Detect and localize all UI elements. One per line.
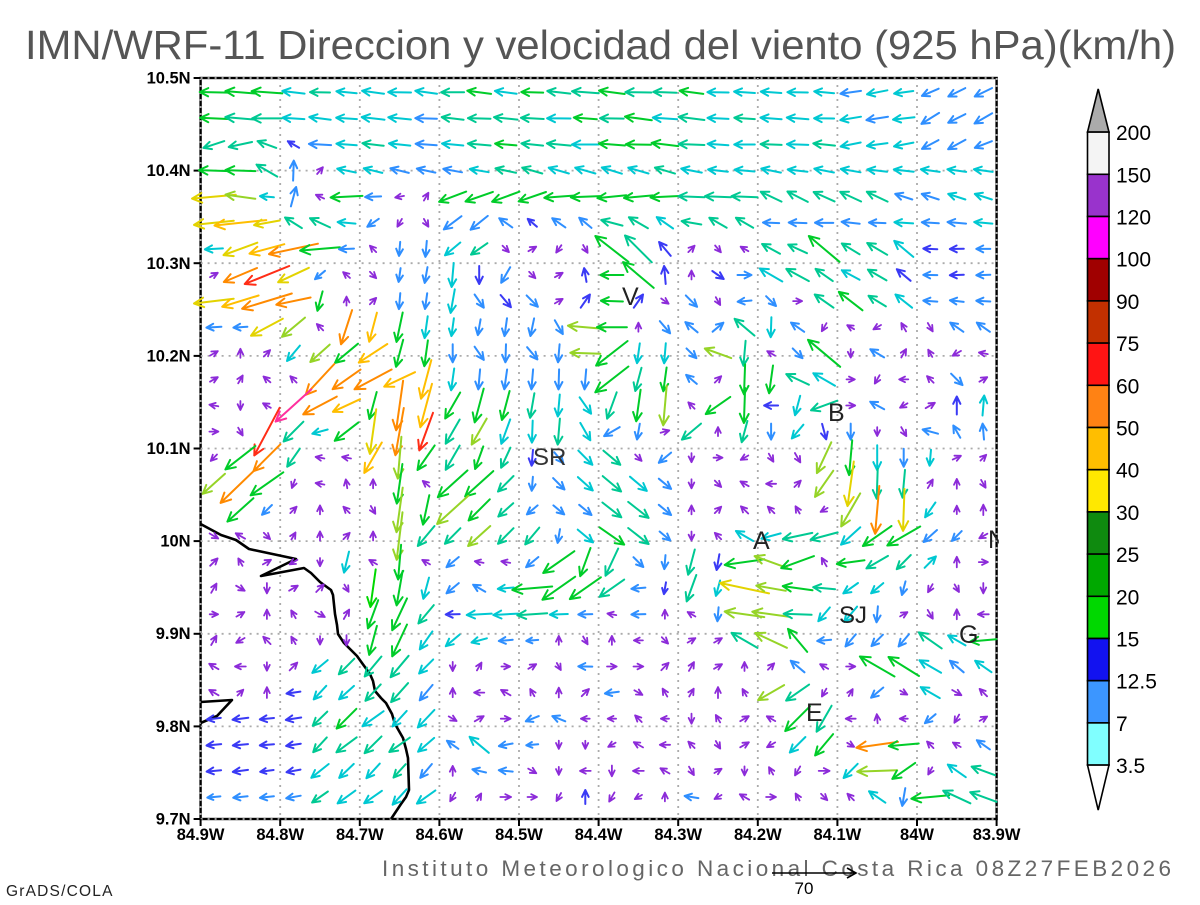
svg-text:B: B	[828, 399, 845, 427]
svg-text:84.2W: 84.2W	[734, 826, 782, 844]
svg-text:12.5: 12.5	[1116, 671, 1157, 694]
svg-text:9.7N: 9.7N	[156, 811, 191, 829]
svg-text:84.3W: 84.3W	[654, 826, 702, 844]
svg-text:10N: 10N	[160, 533, 190, 551]
svg-text:V: V	[622, 283, 639, 311]
svg-text:10.1N: 10.1N	[147, 440, 191, 458]
svg-text:IMN/WRF-11 Direccion y velocid: IMN/WRF-11 Direccion y velocidad del vie…	[25, 22, 1176, 68]
svg-text:90: 90	[1116, 291, 1139, 314]
svg-text:7: 7	[1116, 713, 1128, 736]
svg-text:A: A	[753, 527, 770, 555]
svg-text:200: 200	[1116, 122, 1151, 145]
svg-text:84.9W: 84.9W	[177, 826, 225, 844]
svg-text:120: 120	[1116, 207, 1151, 230]
svg-text:84.6W: 84.6W	[416, 826, 464, 844]
svg-text:84.5W: 84.5W	[495, 826, 543, 844]
svg-text:G: G	[959, 621, 978, 649]
svg-text:84.8W: 84.8W	[256, 826, 304, 844]
svg-text:84W: 84W	[900, 826, 934, 844]
svg-text:10.3N: 10.3N	[147, 255, 191, 273]
svg-text:SR: SR	[533, 444, 566, 471]
svg-text:25: 25	[1116, 544, 1139, 567]
svg-text:15: 15	[1116, 629, 1139, 652]
svg-text:E: E	[806, 699, 823, 727]
svg-text:9.8N: 9.8N	[156, 718, 191, 736]
svg-text:GrADS/COLA: GrADS/COLA	[6, 883, 114, 900]
svg-text:20: 20	[1116, 586, 1139, 609]
svg-text:84.7W: 84.7W	[336, 826, 384, 844]
svg-text:84.1W: 84.1W	[814, 826, 862, 844]
svg-text:150: 150	[1116, 164, 1151, 187]
svg-text:50: 50	[1116, 418, 1139, 441]
svg-text:30: 30	[1116, 502, 1139, 525]
svg-text:84.4W: 84.4W	[575, 826, 623, 844]
svg-text:100: 100	[1116, 249, 1151, 272]
svg-text:10.5N: 10.5N	[147, 70, 191, 88]
svg-text:70: 70	[795, 879, 814, 898]
svg-text:9.9N: 9.9N	[156, 625, 191, 643]
svg-text:10.2N: 10.2N	[147, 347, 191, 365]
svg-text:60: 60	[1116, 375, 1139, 398]
svg-text:SJ: SJ	[839, 602, 867, 629]
svg-text:10.4N: 10.4N	[147, 162, 191, 180]
svg-text:75: 75	[1116, 333, 1139, 356]
svg-text:3.5: 3.5	[1116, 755, 1145, 778]
svg-text:83.9W: 83.9W	[973, 826, 1021, 844]
svg-text:40: 40	[1116, 460, 1139, 483]
